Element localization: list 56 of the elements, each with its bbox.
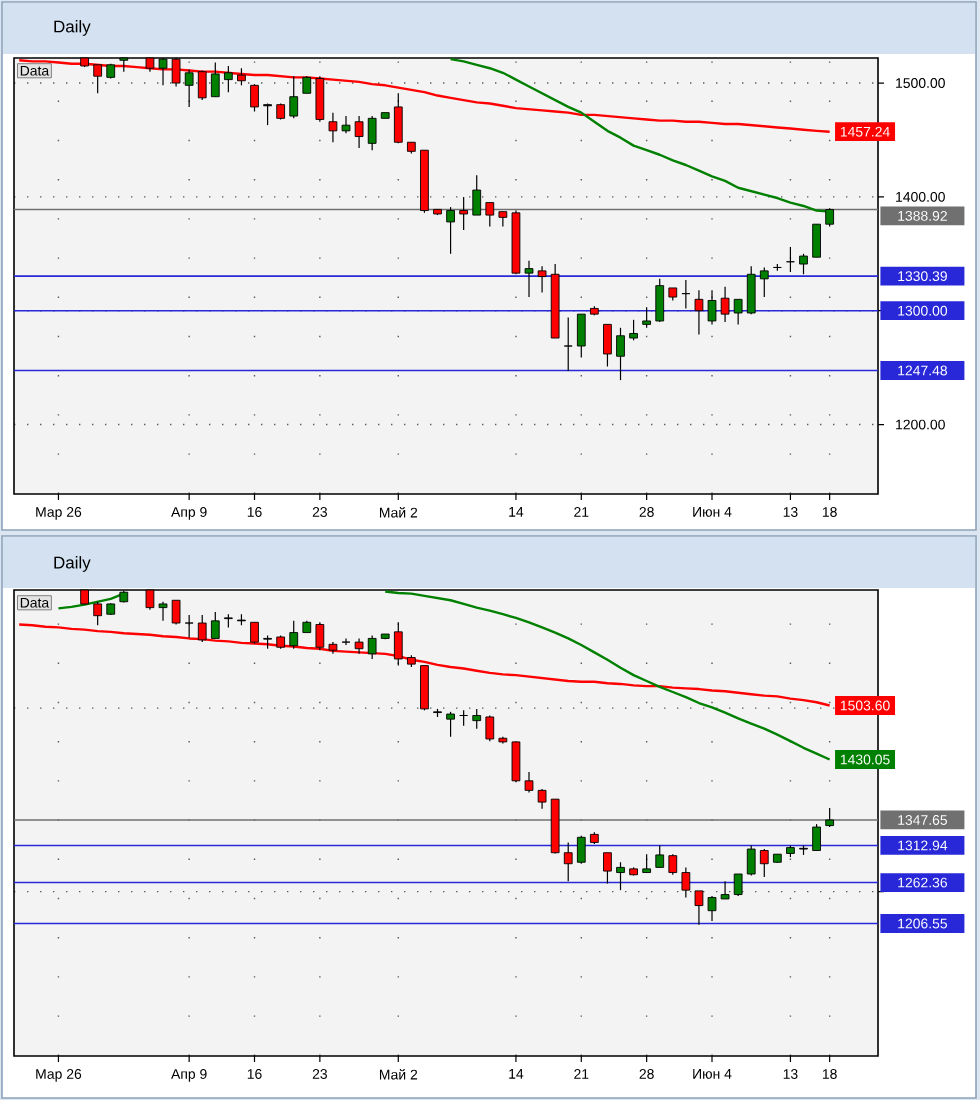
candlestick bbox=[668, 853, 678, 876]
candlestick bbox=[576, 313, 586, 358]
candlestick bbox=[210, 611, 220, 640]
candlestick bbox=[367, 634, 377, 660]
candlestick bbox=[576, 835, 586, 865]
candlestick bbox=[720, 880, 730, 900]
candlestick bbox=[629, 319, 638, 341]
candlestick bbox=[603, 323, 612, 368]
candlestick bbox=[250, 83, 259, 113]
candlestick bbox=[563, 316, 573, 372]
candlestick bbox=[446, 206, 455, 255]
candlestick bbox=[825, 807, 835, 828]
candlestick bbox=[367, 115, 377, 151]
candlestick bbox=[733, 873, 743, 897]
candlestick bbox=[171, 599, 181, 626]
candlestick bbox=[720, 286, 730, 323]
candlestick bbox=[224, 65, 233, 93]
candlestick bbox=[184, 614, 194, 639]
candlestick bbox=[289, 75, 299, 119]
candlestick bbox=[812, 223, 821, 258]
chart-title: Daily bbox=[54, 20, 91, 36]
candlestick bbox=[616, 327, 625, 381]
candlestick bbox=[655, 278, 665, 323]
candlestick bbox=[485, 714, 495, 742]
candlestick bbox=[459, 196, 469, 231]
candlestick bbox=[393, 92, 403, 144]
candlestick bbox=[93, 64, 103, 94]
candlestick bbox=[354, 115, 364, 149]
candlestick bbox=[759, 848, 769, 878]
candlestick bbox=[655, 844, 665, 868]
chart-title: Daily bbox=[54, 556, 91, 572]
candlestick bbox=[746, 265, 756, 315]
candlestick bbox=[537, 265, 547, 294]
candlestick bbox=[563, 841, 573, 882]
candlestick bbox=[446, 711, 455, 738]
candlestick bbox=[315, 75, 325, 123]
candlestick bbox=[733, 298, 743, 325]
candlestick bbox=[197, 69, 207, 101]
candlestick bbox=[341, 637, 351, 646]
candlestick bbox=[746, 844, 756, 877]
candlestick bbox=[812, 823, 821, 852]
candlestick bbox=[603, 852, 612, 885]
candlestick bbox=[799, 253, 808, 275]
candlestick bbox=[759, 266, 769, 298]
candlestick bbox=[616, 861, 625, 891]
candlestick bbox=[210, 61, 220, 98]
candlestick bbox=[681, 866, 691, 899]
candlestick bbox=[642, 853, 652, 874]
candlestick bbox=[537, 788, 547, 810]
candlestick bbox=[184, 68, 194, 108]
candlestick bbox=[289, 620, 299, 650]
candlestick bbox=[642, 306, 652, 329]
candlestick bbox=[472, 174, 482, 216]
candlestick bbox=[485, 201, 495, 228]
candlestick bbox=[93, 601, 103, 626]
candlestick bbox=[472, 708, 482, 730]
